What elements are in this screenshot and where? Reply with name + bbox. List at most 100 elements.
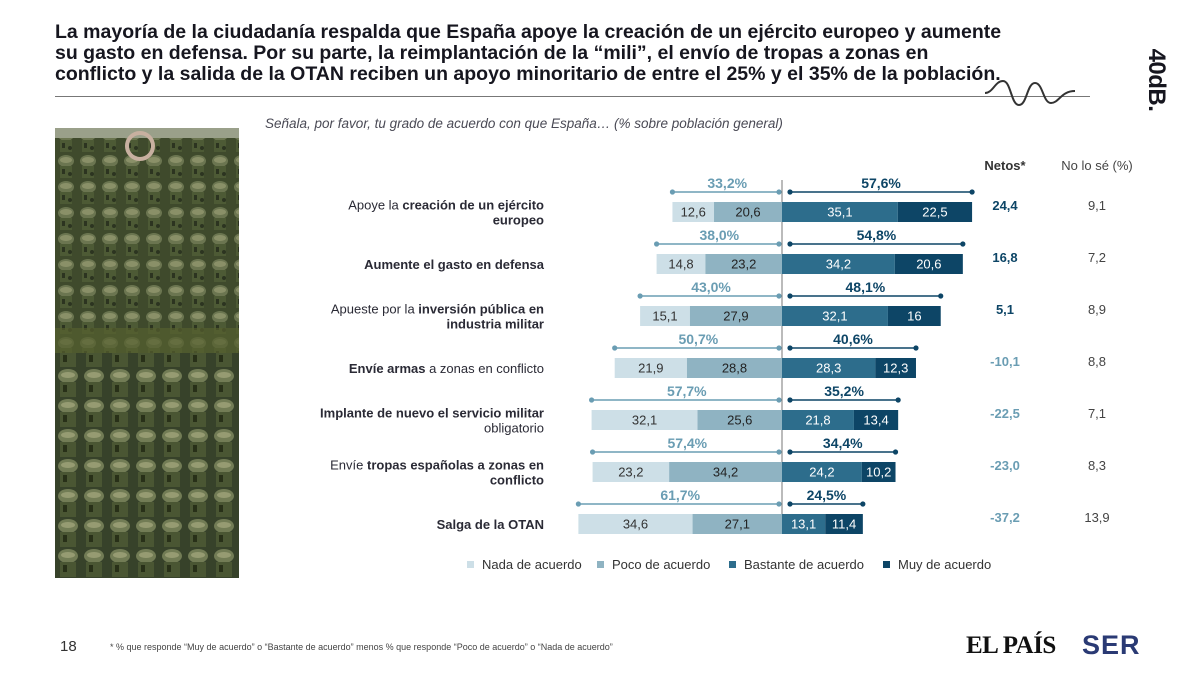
nosabe-value: 8,9 bbox=[1088, 302, 1106, 317]
bar-muy bbox=[894, 254, 963, 274]
soldiers-photo bbox=[55, 128, 239, 578]
bar-muy-label: 11,4 bbox=[832, 517, 856, 532]
pos-bracket-end bbox=[913, 345, 919, 351]
legend-label: Muy de acuerdo bbox=[898, 557, 991, 572]
pos-total-label: 57,6% bbox=[861, 175, 901, 191]
pos-bracket-end bbox=[895, 397, 901, 403]
pos-total-label: 24,5% bbox=[807, 487, 847, 503]
chart-row-2: 38,0% 54,8% 14,8 23,2 34,2 20,6 Aumente el gas… bbox=[364, 227, 1106, 274]
bar-poco bbox=[705, 254, 782, 274]
pos-total-label: 40,6% bbox=[833, 331, 873, 347]
bar-muy-label: 12,3 bbox=[883, 361, 908, 376]
pos-bracket-end bbox=[892, 449, 899, 455]
neg-bracket-end bbox=[776, 293, 782, 299]
pos-bracket-end bbox=[787, 449, 793, 455]
row-label: industria militar bbox=[446, 317, 544, 332]
neg-total-label: 38,0% bbox=[699, 227, 739, 243]
bar-muy bbox=[897, 202, 973, 222]
row-label-part: Apueste por la bbox=[331, 302, 418, 317]
bar-muy-label: 10,2 bbox=[866, 465, 891, 480]
ser-logo: SER bbox=[1082, 630, 1141, 660]
el-pais-logo: EL PAÍS bbox=[966, 632, 1056, 659]
pos-total-label: 34,4% bbox=[823, 435, 863, 451]
bar-bastante bbox=[782, 358, 876, 378]
row-label: europeo bbox=[493, 213, 544, 228]
bar-muy bbox=[825, 514, 863, 534]
nosabe-value: 7,2 bbox=[1088, 250, 1106, 265]
bar-muy bbox=[853, 410, 899, 430]
pos-total-label: 54,8% bbox=[857, 227, 897, 243]
pos-bracket-end bbox=[787, 501, 793, 507]
bar-bastante-label: 32,1 bbox=[822, 309, 847, 324]
neg-total-label: 43,0% bbox=[691, 279, 731, 295]
pos-total-label: 35,2% bbox=[824, 383, 864, 399]
bar-bastante bbox=[782, 410, 854, 430]
neg-total-label: 61,7% bbox=[660, 487, 700, 503]
bar-poco bbox=[689, 306, 782, 326]
chart-row-5: 57,7% 35,2% 32,1 25,6 21,8 13,4 Implante de nu… bbox=[320, 383, 1106, 436]
wave-decoration-icon bbox=[985, 79, 1075, 107]
nosabe-value: 13,9 bbox=[1084, 510, 1109, 525]
brand-40db-logo: 40dB. bbox=[1143, 48, 1170, 112]
diverging-bar-chart: Netos* No lo sé (%) 33,2% 57,6% 12,6 20,6 35… bbox=[320, 158, 1133, 572]
net-header: Netos* bbox=[984, 158, 1026, 173]
neg-bracket-end bbox=[776, 189, 782, 195]
pos-total-label: 48,1% bbox=[846, 279, 886, 295]
row-label-part: a zonas en conflicto bbox=[425, 361, 544, 376]
legend: Nada de acuerdo Poco de acuerdo Bastante d… bbox=[467, 557, 991, 572]
chart-row-4: 50,7% 40,6% 21,9 28,8 28,3 12,3 Envíe armas a … bbox=[349, 331, 1106, 378]
bar-nada bbox=[591, 410, 698, 430]
row-label: Implante de nuevo el servicio militar bbox=[320, 406, 544, 421]
row-label-part: Salga de la OTAN bbox=[437, 517, 544, 532]
row-label: Envíe armas a zonas en conflicto bbox=[349, 361, 544, 376]
bar-nada-label: 32,1 bbox=[632, 413, 657, 428]
bar-poco-label: 27,9 bbox=[723, 309, 748, 324]
bar-bastante bbox=[782, 514, 826, 534]
legend-swatch bbox=[729, 561, 736, 568]
bar-bastante bbox=[782, 254, 895, 274]
bar-nada-label: 34,6 bbox=[623, 517, 648, 532]
bar-poco bbox=[714, 202, 782, 222]
pos-bracket-end bbox=[960, 241, 966, 247]
row-label-part: Aumente el gasto en defensa bbox=[364, 257, 545, 272]
bar-bastante bbox=[782, 306, 888, 326]
legend-swatch bbox=[597, 561, 604, 568]
net-value: 5,1 bbox=[996, 302, 1014, 317]
chart-row-7: 61,7% 24,5% 34,6 27,1 13,1 11,4 Salga de la OT… bbox=[437, 487, 1110, 534]
row-label: obligatorio bbox=[484, 421, 544, 436]
bar-bastante-label: 34,2 bbox=[826, 257, 851, 272]
net-value: -37,2 bbox=[990, 510, 1020, 525]
title-divider bbox=[55, 96, 1090, 97]
row-label-part: conflicto bbox=[490, 473, 544, 488]
legend-label: Bastante de acuerdo bbox=[744, 557, 864, 572]
bar-muy bbox=[875, 358, 916, 378]
bar-muy bbox=[887, 306, 941, 326]
bar-nada-label: 14,8 bbox=[668, 257, 693, 272]
bar-bastante-label: 28,3 bbox=[816, 361, 841, 376]
neg-bracket-end bbox=[776, 501, 782, 507]
row-label-part: Apoye la bbox=[348, 198, 402, 213]
row-label-part: obligatorio bbox=[484, 421, 544, 436]
bar-bastante-label: 24,2 bbox=[809, 465, 834, 480]
bar-muy bbox=[861, 462, 896, 482]
legend-swatch bbox=[467, 561, 474, 568]
neg-bracket-end bbox=[612, 345, 618, 351]
row-label-part: Envíe bbox=[330, 458, 367, 473]
bar-bastante-label: 35,1 bbox=[827, 205, 852, 220]
row-label-part: tropas españolas a zonas en bbox=[367, 458, 544, 473]
pos-bracket-end bbox=[787, 345, 793, 351]
neg-total-label: 50,7% bbox=[678, 331, 718, 347]
neg-total-label: 33,2% bbox=[707, 175, 747, 191]
row-label-part: inversión pública en bbox=[418, 302, 544, 317]
bar-muy-label: 20,6 bbox=[916, 257, 941, 272]
neg-bracket-end bbox=[776, 397, 782, 403]
legend-swatch bbox=[883, 561, 890, 568]
pos-bracket-end bbox=[787, 397, 793, 403]
bar-nada-label: 15,1 bbox=[652, 309, 677, 324]
neg-total-label: 57,4% bbox=[667, 435, 707, 451]
neg-bracket-end bbox=[654, 241, 660, 247]
bar-nada-label: 12,6 bbox=[681, 205, 706, 220]
neg-bracket-end bbox=[669, 189, 676, 195]
row-label-part: europeo bbox=[493, 213, 544, 228]
neg-bracket-end bbox=[776, 241, 782, 247]
